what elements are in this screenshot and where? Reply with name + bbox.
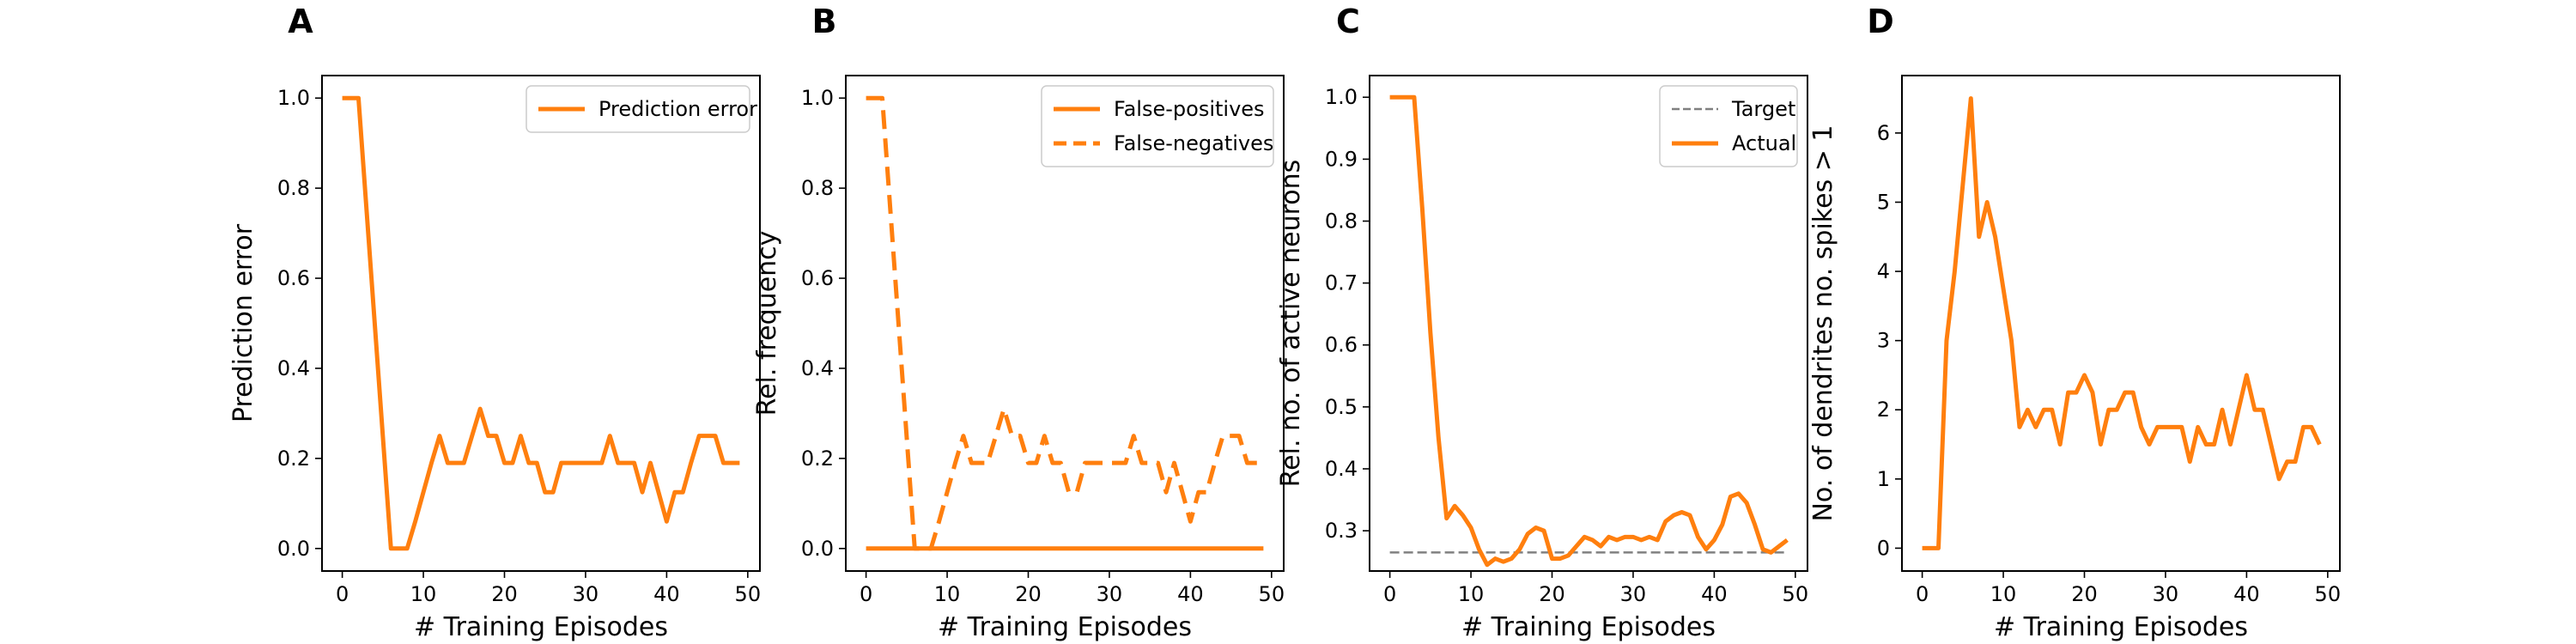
y-tick-label: 1 — [1877, 467, 1890, 491]
y-tick-label: 0.4 — [801, 356, 834, 380]
chart-panel-c: C 0 10 20 30 40 50 0.3 0.4 0.5 0.6 0.7 0.8 0.9 1.0 # Tr… — [1276, 3, 1808, 642]
y-tick-label: 0.7 — [1325, 271, 1358, 295]
x-tick-label: 50 — [735, 582, 762, 606]
x-tick-label: 30 — [573, 582, 599, 606]
x-axis-label: # Training Episodes — [938, 612, 1192, 642]
y-tick-label: 0.9 — [1325, 147, 1358, 171]
x-tick-label: 10 — [1458, 582, 1485, 606]
chart-panel-d: D 0 10 20 30 40 50 0 1 2 3 4 5 6 # Training Episodes No… — [1808, 3, 2341, 642]
x-tick-label: 50 — [1259, 582, 1285, 606]
x-tick-label: 40 — [1701, 582, 1728, 606]
legend-box — [1041, 85, 1274, 167]
series-line — [342, 95, 740, 551]
x-tick-label: 50 — [1783, 582, 1809, 606]
panel-letter: A — [288, 3, 313, 40]
legend-label: Prediction error — [598, 97, 757, 121]
y-tick-label: 0.8 — [1325, 209, 1358, 233]
x-tick-label: 30 — [1620, 582, 1647, 606]
y-tick-label: 0.6 — [277, 266, 310, 290]
legend: Target Actual — [1659, 85, 1798, 167]
x-tick-label: 0 — [860, 582, 872, 606]
y-tick-label: 1.0 — [801, 86, 834, 110]
x-tick-label: 20 — [491, 582, 518, 606]
y-axis-label: Rel. frequency — [752, 231, 782, 416]
y-tick-label: 0.2 — [277, 447, 310, 471]
axes-frame — [845, 75, 1285, 572]
axes-frame — [1369, 75, 1808, 572]
x-tick-label: 40 — [1177, 582, 1204, 606]
axes-frame — [321, 75, 761, 572]
y-tick-label: 0.3 — [1325, 519, 1358, 543]
x-tick-label: 20 — [1539, 582, 1565, 606]
x-tick-label: 20 — [2071, 582, 2098, 606]
panel-letter: C — [1336, 3, 1360, 40]
chart-panel-b: B 0 10 20 30 40 50 0.0 0.2 0.4 0.6 0.8 1.0 # Training… — [752, 3, 1285, 642]
x-tick-label: 30 — [1097, 582, 1123, 606]
panel-letter: B — [812, 3, 837, 40]
y-tick-label: 0.2 — [801, 447, 834, 471]
y-tick-label: 3 — [1877, 329, 1890, 353]
chart-panel-a: A 0 10 20 30 40 50 0.0 0.2 0.4 0.6 0.8 1.0 # Training… — [228, 3, 761, 642]
x-axis-label: # Training Episodes — [1994, 612, 2248, 642]
y-tick-label: 6 — [1877, 121, 1890, 145]
axes-frame — [1901, 75, 2341, 572]
panel-letter: D — [1867, 3, 1894, 40]
x-tick-label: 40 — [2233, 582, 2260, 606]
y-tick-label: 0.6 — [1325, 333, 1358, 357]
legend: Prediction error — [526, 85, 757, 133]
legend-box — [526, 85, 750, 133]
y-tick-label: 1.0 — [1325, 85, 1358, 109]
y-tick-label: 0 — [1877, 536, 1890, 560]
x-tick-label: 10 — [410, 582, 437, 606]
y-tick-label: 0.8 — [277, 176, 310, 200]
y-tick-label: 0.0 — [801, 537, 834, 561]
x-tick-label: 20 — [1015, 582, 1042, 606]
y-axis-label: Rel. no. of active neurons — [1276, 160, 1306, 488]
y-tick-label: 4 — [1877, 259, 1890, 283]
legend-label: Target — [1731, 97, 1795, 121]
y-tick-label: 0.4 — [1325, 457, 1358, 481]
series-line — [866, 95, 1264, 551]
x-tick-label: 30 — [2153, 582, 2179, 606]
y-tick-label: 0.4 — [277, 356, 310, 380]
series-line — [1922, 96, 2322, 550]
y-tick-label: 1.0 — [277, 86, 310, 110]
y-tick-label: 2 — [1877, 398, 1890, 422]
y-tick-label: 0.8 — [801, 176, 834, 200]
legend-label: False-positives — [1114, 97, 1265, 121]
x-tick-label: 0 — [336, 582, 349, 606]
y-axis-label: Prediction error — [228, 223, 258, 422]
x-tick-label: 50 — [2315, 582, 2342, 606]
x-tick-label: 10 — [1990, 582, 2017, 606]
y-tick-label: 0.6 — [801, 266, 834, 290]
legend-box — [1659, 85, 1798, 167]
legend: False-positives False-negatives — [1041, 85, 1274, 167]
y-tick-label: 5 — [1877, 190, 1890, 214]
legend-label: False-negatives — [1114, 131, 1273, 155]
y-tick-label: 0.0 — [277, 537, 310, 561]
x-tick-label: 40 — [653, 582, 680, 606]
y-tick-label: 0.5 — [1325, 395, 1358, 419]
x-tick-label: 10 — [934, 582, 961, 606]
x-tick-label: 0 — [1916, 582, 1929, 606]
x-axis-label: # Training Episodes — [414, 612, 668, 642]
x-axis-label: # Training Episodes — [1461, 612, 1716, 642]
y-axis-label: No. of dendrites no. spikes > 1 — [1808, 125, 1838, 521]
x-tick-label: 0 — [1383, 582, 1396, 606]
series-line — [1389, 94, 1789, 568]
legend-label: Actual — [1732, 131, 1796, 155]
